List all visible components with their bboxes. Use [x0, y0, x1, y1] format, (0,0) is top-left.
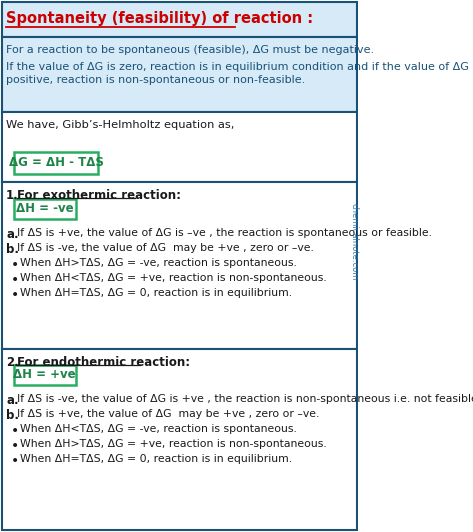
Text: b.: b.	[6, 243, 19, 256]
Text: When ΔH=TΔS, ΔG = 0, reaction is in equilibrium.: When ΔH=TΔS, ΔG = 0, reaction is in equi…	[20, 288, 292, 298]
Text: positive, reaction is non-spontaneous or non-feasible.: positive, reaction is non-spontaneous or…	[6, 75, 305, 85]
Text: If ΔS is +ve, the value of ΔG is –ve , the reaction is spontaneous or feasible.: If ΔS is +ve, the value of ΔG is –ve , t…	[17, 228, 432, 238]
Text: If the value of ΔG is zero, reaction is in equilibrium condition and if the valu: If the value of ΔG is zero, reaction is …	[6, 62, 473, 72]
Text: •: •	[10, 424, 19, 438]
Text: For a reaction to be spontaneous (feasible), ΔG must be negative.: For a reaction to be spontaneous (feasib…	[6, 45, 374, 55]
Text: ΔH = -ve: ΔH = -ve	[16, 203, 73, 215]
Text: For exothermic reaction:: For exothermic reaction:	[17, 189, 181, 202]
Text: If ΔS is -ve, the value of ΔG  may be +ve , zero or –ve.: If ΔS is -ve, the value of ΔG may be +ve…	[17, 243, 314, 253]
FancyBboxPatch shape	[14, 365, 76, 385]
Text: •: •	[10, 273, 19, 287]
FancyBboxPatch shape	[14, 152, 98, 174]
Text: a.: a.	[6, 394, 18, 407]
Text: 2.: 2.	[6, 356, 19, 369]
Text: 1.: 1.	[6, 189, 19, 202]
FancyBboxPatch shape	[14, 199, 76, 219]
Text: When ΔH>TΔS, ΔG = -ve, reaction is spontaneous.: When ΔH>TΔS, ΔG = -ve, reaction is spont…	[20, 258, 297, 268]
Text: Spontaneity (feasibility) of reaction :: Spontaneity (feasibility) of reaction :	[6, 11, 313, 26]
FancyBboxPatch shape	[1, 349, 357, 530]
Text: For endothermic reaction:: For endothermic reaction:	[17, 356, 190, 369]
FancyBboxPatch shape	[1, 182, 357, 349]
Text: When ΔH=TΔS, ΔG = 0, reaction is in equilibrium.: When ΔH=TΔS, ΔG = 0, reaction is in equi…	[20, 454, 292, 464]
Text: •: •	[10, 258, 19, 272]
Text: If ΔS is +ve, the value of ΔG  may be +ve , zero or –ve.: If ΔS is +ve, the value of ΔG may be +ve…	[17, 409, 319, 419]
Text: ΔG = ΔH - TΔS: ΔG = ΔH - TΔS	[9, 156, 104, 170]
Text: When ΔH<TΔS, ΔG = -ve, reaction is spontaneous.: When ΔH<TΔS, ΔG = -ve, reaction is spont…	[20, 424, 297, 434]
FancyBboxPatch shape	[1, 37, 357, 112]
Text: ΔH = +ve: ΔH = +ve	[13, 369, 76, 381]
Text: When ΔH<TΔS, ΔG = +ve, reaction is non-spontaneous.: When ΔH<TΔS, ΔG = +ve, reaction is non-s…	[20, 273, 326, 283]
Text: •: •	[10, 439, 19, 453]
FancyBboxPatch shape	[1, 112, 357, 182]
FancyBboxPatch shape	[1, 2, 357, 37]
Text: •: •	[10, 288, 19, 302]
Text: When ΔH>TΔS, ΔG = +ve, reaction is non-spontaneous.: When ΔH>TΔS, ΔG = +ve, reaction is non-s…	[20, 439, 326, 449]
Text: a.: a.	[6, 228, 18, 241]
Text: b.: b.	[6, 409, 19, 422]
Text: If ΔS is -ve, the value of ΔG is +ve , the reaction is non-spontaneous i.e. not : If ΔS is -ve, the value of ΔG is +ve , t…	[17, 394, 473, 404]
Text: •: •	[10, 454, 19, 468]
Text: We have, Gibb’s-Helmholtz equation as,: We have, Gibb’s-Helmholtz equation as,	[6, 120, 235, 130]
Text: chemicalnote.com: chemicalnote.com	[349, 203, 358, 281]
